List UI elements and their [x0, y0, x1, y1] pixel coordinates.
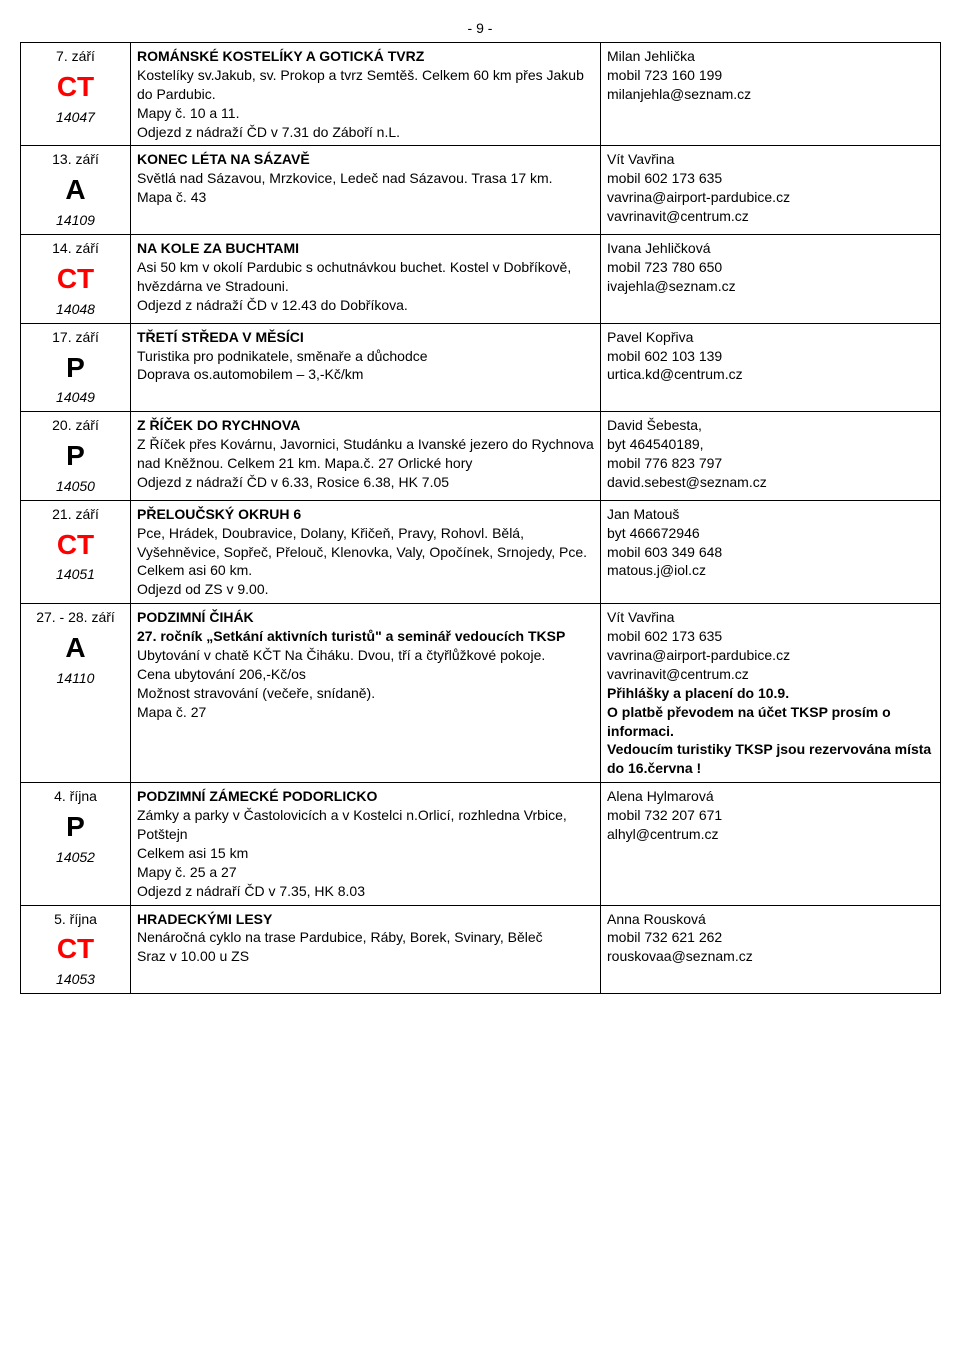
event-description: Kostelíky sv.Jakub, sv. Prokop a tvrz Se… [137, 67, 584, 140]
event-id: 14051 [27, 565, 124, 584]
event-title: KONEC LÉTA NA SÁZAVĚ [137, 151, 310, 167]
event-date: 14. září [27, 239, 124, 258]
event-id: 14110 [27, 669, 124, 688]
event-title: HRADECKÝMI LESY [137, 911, 272, 927]
table-row: 7. září CT 14047 ROMÁNSKÉ KOSTELÍKY A GOTIC… [21, 43, 941, 146]
table-row: 4. října P 14052 PODZIMNÍ ZÁMECKÉ PODORLICK… [21, 783, 941, 905]
table-row: 14. září CT 14048 NA KOLE ZA BUCHTAMI Asi 50… [21, 235, 941, 324]
event-code: A [27, 171, 124, 209]
event-date: 17. září [27, 328, 124, 347]
event-id: 14048 [27, 300, 124, 319]
date-cell: 5. říjnaCT 14053 [21, 905, 131, 994]
event-title: PŘELOUČSKÝ OKRUH 6 [137, 506, 301, 522]
description-cell: HRADECKÝMI LESY Nenáročná cyklo na trase … [131, 905, 601, 994]
event-title: Z ŘÍČEK DO RYCHNOVA [137, 417, 300, 433]
date-cell: 7. září CT 14047 [21, 43, 131, 146]
page-number: - 9 - [20, 20, 940, 36]
event-code: CT [27, 260, 124, 298]
date-cell: 4. října P 14052 [21, 783, 131, 905]
contact-cell: Vít Vavřinamobil 602 173 635vavrina@airp… [601, 604, 941, 783]
event-date: 21. září [27, 505, 124, 524]
contact-cell: Jan Matoušbyt 466672946mobil 603 349 648… [601, 500, 941, 603]
event-title: NA KOLE ZA BUCHTAMI [137, 240, 299, 256]
contact-cell: Alena Hylmarovámobil 732 207 671alhyl@ce… [601, 783, 941, 905]
event-code: P [27, 349, 124, 387]
event-date: 20. září [27, 416, 124, 435]
event-description: Světlá nad Sázavou, Mrzkovice, Ledeč nad… [137, 170, 553, 205]
contact-cell: Vít Vavřinamobil 602 173 635vavrina@airp… [601, 146, 941, 235]
event-id: 14047 [27, 108, 124, 127]
contact-cell: David Šebesta,byt 464540189,mobil 776 82… [601, 412, 941, 501]
event-description: 27. ročník „Setkání aktivních turistů" a… [137, 628, 565, 720]
event-id: 14052 [27, 848, 124, 867]
event-date: 4. října [27, 787, 124, 806]
event-id: 14109 [27, 211, 124, 230]
event-code: CT [27, 68, 124, 106]
event-date: 13. září [27, 150, 124, 169]
event-date: 7. září [27, 47, 124, 66]
event-description: Turistika pro podnikatele, směnaře a důc… [137, 348, 428, 383]
event-date: 27. - 28. září [27, 608, 124, 627]
table-row: 20. září P 14050 Z ŘÍČEK DO RYCHNOVA Z Říček… [21, 412, 941, 501]
date-cell: 21. září CT14051 [21, 500, 131, 603]
table-row: 13. září A 14109 KONEC LÉTA NA SÁZAVĚ Světlá… [21, 146, 941, 235]
description-cell: Z ŘÍČEK DO RYCHNOVA Z Říček přes Kovárnu,… [131, 412, 601, 501]
event-title: ROMÁNSKÉ KOSTELÍKY A GOTICKÁ TVRZ [137, 48, 424, 64]
description-cell: PODZIMNÍ ZÁMECKÉ PODORLICKO Zámky a parky… [131, 783, 601, 905]
event-id: 14053 [27, 970, 124, 989]
event-title: TŘETÍ STŘEDA V MĚSÍCI [137, 329, 304, 345]
event-id: 14049 [27, 388, 124, 407]
events-table: 7. září CT 14047 ROMÁNSKÉ KOSTELÍKY A GOTIC… [20, 42, 941, 994]
description-cell: PŘELOUČSKÝ OKRUH 6 Pce, Hrádek, Doubravic… [131, 500, 601, 603]
description-cell: ROMÁNSKÉ KOSTELÍKY A GOTICKÁ TVRZ Kostelí… [131, 43, 601, 146]
event-code: CT [27, 526, 124, 564]
event-date: 5. října [27, 910, 124, 929]
event-code: CT [27, 930, 124, 968]
event-code: P [27, 808, 124, 846]
date-cell: 27. - 28. září A 14110 [21, 604, 131, 783]
event-title: PODZIMNÍ ČIHÁK [137, 609, 254, 625]
contact-cell: Milan Jehličkamobil 723 160 199milanjehl… [601, 43, 941, 146]
event-description: Z Říček přes Kovárnu, Javornici, Studánk… [137, 436, 594, 490]
description-cell: PODZIMNÍ ČIHÁK 27. ročník „Setkání aktivn… [131, 604, 601, 783]
table-row: 27. - 28. září A 14110 PODZIMNÍ ČIHÁK 27. ro… [21, 604, 941, 783]
description-cell: NA KOLE ZA BUCHTAMI Asi 50 km v okolí Par… [131, 235, 601, 324]
event-description: Asi 50 km v okolí Pardubic s ochutnávkou… [137, 259, 571, 313]
description-cell: KONEC LÉTA NA SÁZAVĚ Světlá nad Sázavou, … [131, 146, 601, 235]
description-cell: TŘETÍ STŘEDA V MĚSÍCI Turistika pro podni… [131, 323, 601, 412]
date-cell: 14. září CT 14048 [21, 235, 131, 324]
event-description: Zámky a parky v Častolovicích a v Kostel… [137, 807, 567, 899]
table-row: 17. září P14049 TŘETÍ STŘEDA V MĚSÍCI Turis… [21, 323, 941, 412]
date-cell: 13. září A 14109 [21, 146, 131, 235]
event-description: Nenáročná cyklo na trase Pardubice, Ráby… [137, 929, 543, 964]
event-code: P [27, 437, 124, 475]
event-id: 14050 [27, 477, 124, 496]
event-description: Pce, Hrádek, Doubravice, Dolany, Křičeň,… [137, 525, 587, 598]
contact-cell: Anna Rouskovámobil 732 621 262rouskovaa@… [601, 905, 941, 994]
contact-cell: Pavel Kopřivamobil 602 103 139urtica.kd@… [601, 323, 941, 412]
date-cell: 17. září P14049 [21, 323, 131, 412]
event-code: A [27, 629, 124, 667]
date-cell: 20. září P 14050 [21, 412, 131, 501]
table-row: 21. září CT14051 PŘELOUČSKÝ OKRUH 6 Pce, Hr… [21, 500, 941, 603]
contact-cell: Ivana Jehličkovámobil 723 780 650ivajehl… [601, 235, 941, 324]
event-title: PODZIMNÍ ZÁMECKÉ PODORLICKO [137, 788, 377, 804]
table-row: 5. říjnaCT 14053 HRADECKÝMI LESY Nenáročná … [21, 905, 941, 994]
